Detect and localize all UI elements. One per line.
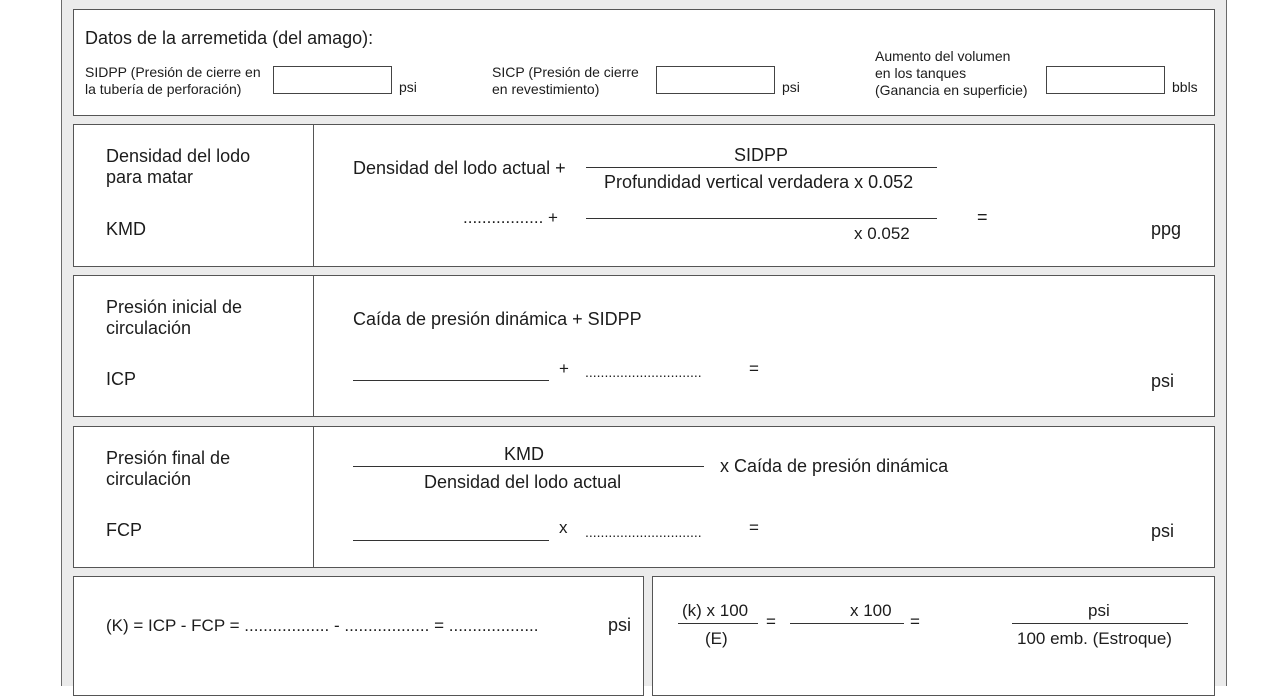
icp-abbr: ICP (106, 369, 137, 389)
fcp-unit: psi (1151, 521, 1175, 541)
fcp-numerator: KMD (504, 444, 544, 464)
k-frac2-numerator: x 100 (850, 601, 892, 620)
fcp-equals: = (749, 518, 759, 537)
kmd-label-line1: Densidad del lodo (106, 146, 251, 166)
fcp-times: x (559, 518, 568, 537)
icp-plus: + (559, 359, 569, 378)
k-per-stroke-section: (k) x 100 (E) = x 100 = psi 100 emb. (Es… (652, 576, 1215, 696)
k-frac1-numerator: (k) x 100 (682, 601, 749, 620)
icp-divider (313, 276, 314, 416)
pit-gain-label: Aumento del volumen en los tanques (Gana… (875, 48, 1028, 98)
k-frac2-bar[interactable] (790, 623, 904, 624)
icp-equals: = (749, 359, 759, 378)
icp-unit: psi (1151, 371, 1175, 391)
kmd-fill-left: ................. + (463, 208, 558, 227)
icp-section: Presión inicial de circulación ICP Caída… (73, 275, 1215, 417)
icp-label-line1: Presión inicial de (106, 297, 243, 317)
kmd-abbr: KMD (106, 219, 146, 239)
sidpp-unit: psi (399, 79, 417, 95)
kmd-formula-left: Densidad del lodo actual + (353, 158, 566, 178)
k-frac1-denominator: (E) (705, 629, 728, 648)
fcp-section: Presión final de circulación FCP KMD Den… (73, 426, 1215, 568)
icp-label-line2: circulación (106, 318, 192, 338)
fcp-abbr: FCP (106, 520, 142, 540)
kmd-denominator: Profundidad vertical verdadera x 0.052 (604, 172, 914, 192)
k-frac1-bar (678, 623, 758, 624)
fcp-label-line2: circulación (106, 469, 192, 489)
sicp-input[interactable] (656, 66, 775, 94)
pit-gain-input[interactable] (1046, 66, 1165, 94)
kmd-unit: ppg (1151, 219, 1182, 239)
sidpp-label: SIDPP (Presión de cierre en la tubería d… (85, 64, 261, 97)
kick-data-section: Datos de la arremetida (del amago): SIDP… (73, 9, 1215, 116)
kmd-numerator: SIDPP (734, 145, 789, 165)
fcp-fraction-bar (353, 466, 704, 467)
k-frac3-denominator: 100 emb. (Estroque) (1017, 629, 1172, 648)
sicp-unit: psi (782, 79, 800, 95)
k-frac3-bar (1012, 623, 1188, 624)
pit-gain-unit: bbls (1172, 79, 1198, 95)
fcp-formula-right: x Caída de presión dinámica (720, 456, 949, 476)
k-formula: (K) = ICP - FCP = .................. - .… (106, 616, 539, 635)
kick-data-title: Datos de la arremetida (del amago): (85, 28, 374, 48)
fcp-label-line1: Presión final de (106, 448, 231, 468)
kmd-fraction-bar (586, 167, 937, 168)
icp-formula: Caída de presión dinámica + SIDPP (353, 309, 642, 329)
fcp-denominator: Densidad del lodo actual (424, 472, 622, 492)
fcp-kmd-blank[interactable] (353, 540, 549, 541)
kmd-fill-denominator: x 0.052 (854, 224, 910, 243)
kmd-label-line2: para matar (106, 167, 194, 187)
icp-sidpp-dots[interactable]: .............................. (585, 364, 702, 380)
k-unit: psi (608, 615, 632, 635)
sidpp-input[interactable] (273, 66, 392, 94)
k-section: (K) = ICP - FCP = .................. - .… (73, 576, 644, 696)
kmd-section: Densidad del lodo para matar KMD Densida… (73, 124, 1215, 267)
k-eq2: = (910, 612, 920, 631)
fcp-divider (313, 427, 314, 567)
fcp-dynamic-dots[interactable]: .............................. (585, 524, 702, 540)
k-frac3-numerator[interactable]: psi (1088, 601, 1110, 620)
k-eq1: = (766, 612, 776, 631)
kmd-fill-bar[interactable] (586, 218, 937, 219)
kmd-divider (313, 125, 314, 266)
sicp-label: SICP (Presión de cierre en revestimiento… (492, 64, 639, 97)
kmd-equals: = (977, 207, 988, 227)
icp-dynamic-blank[interactable] (353, 380, 549, 381)
